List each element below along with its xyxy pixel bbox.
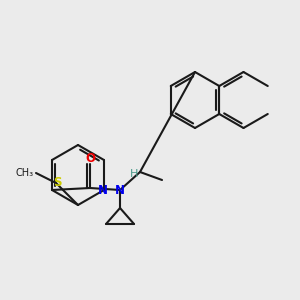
Text: S: S <box>53 176 61 190</box>
Text: N: N <box>115 184 125 196</box>
Text: CH₃: CH₃ <box>16 168 34 178</box>
Text: O: O <box>85 152 95 164</box>
Text: H: H <box>130 169 138 179</box>
Text: N: N <box>98 184 108 196</box>
